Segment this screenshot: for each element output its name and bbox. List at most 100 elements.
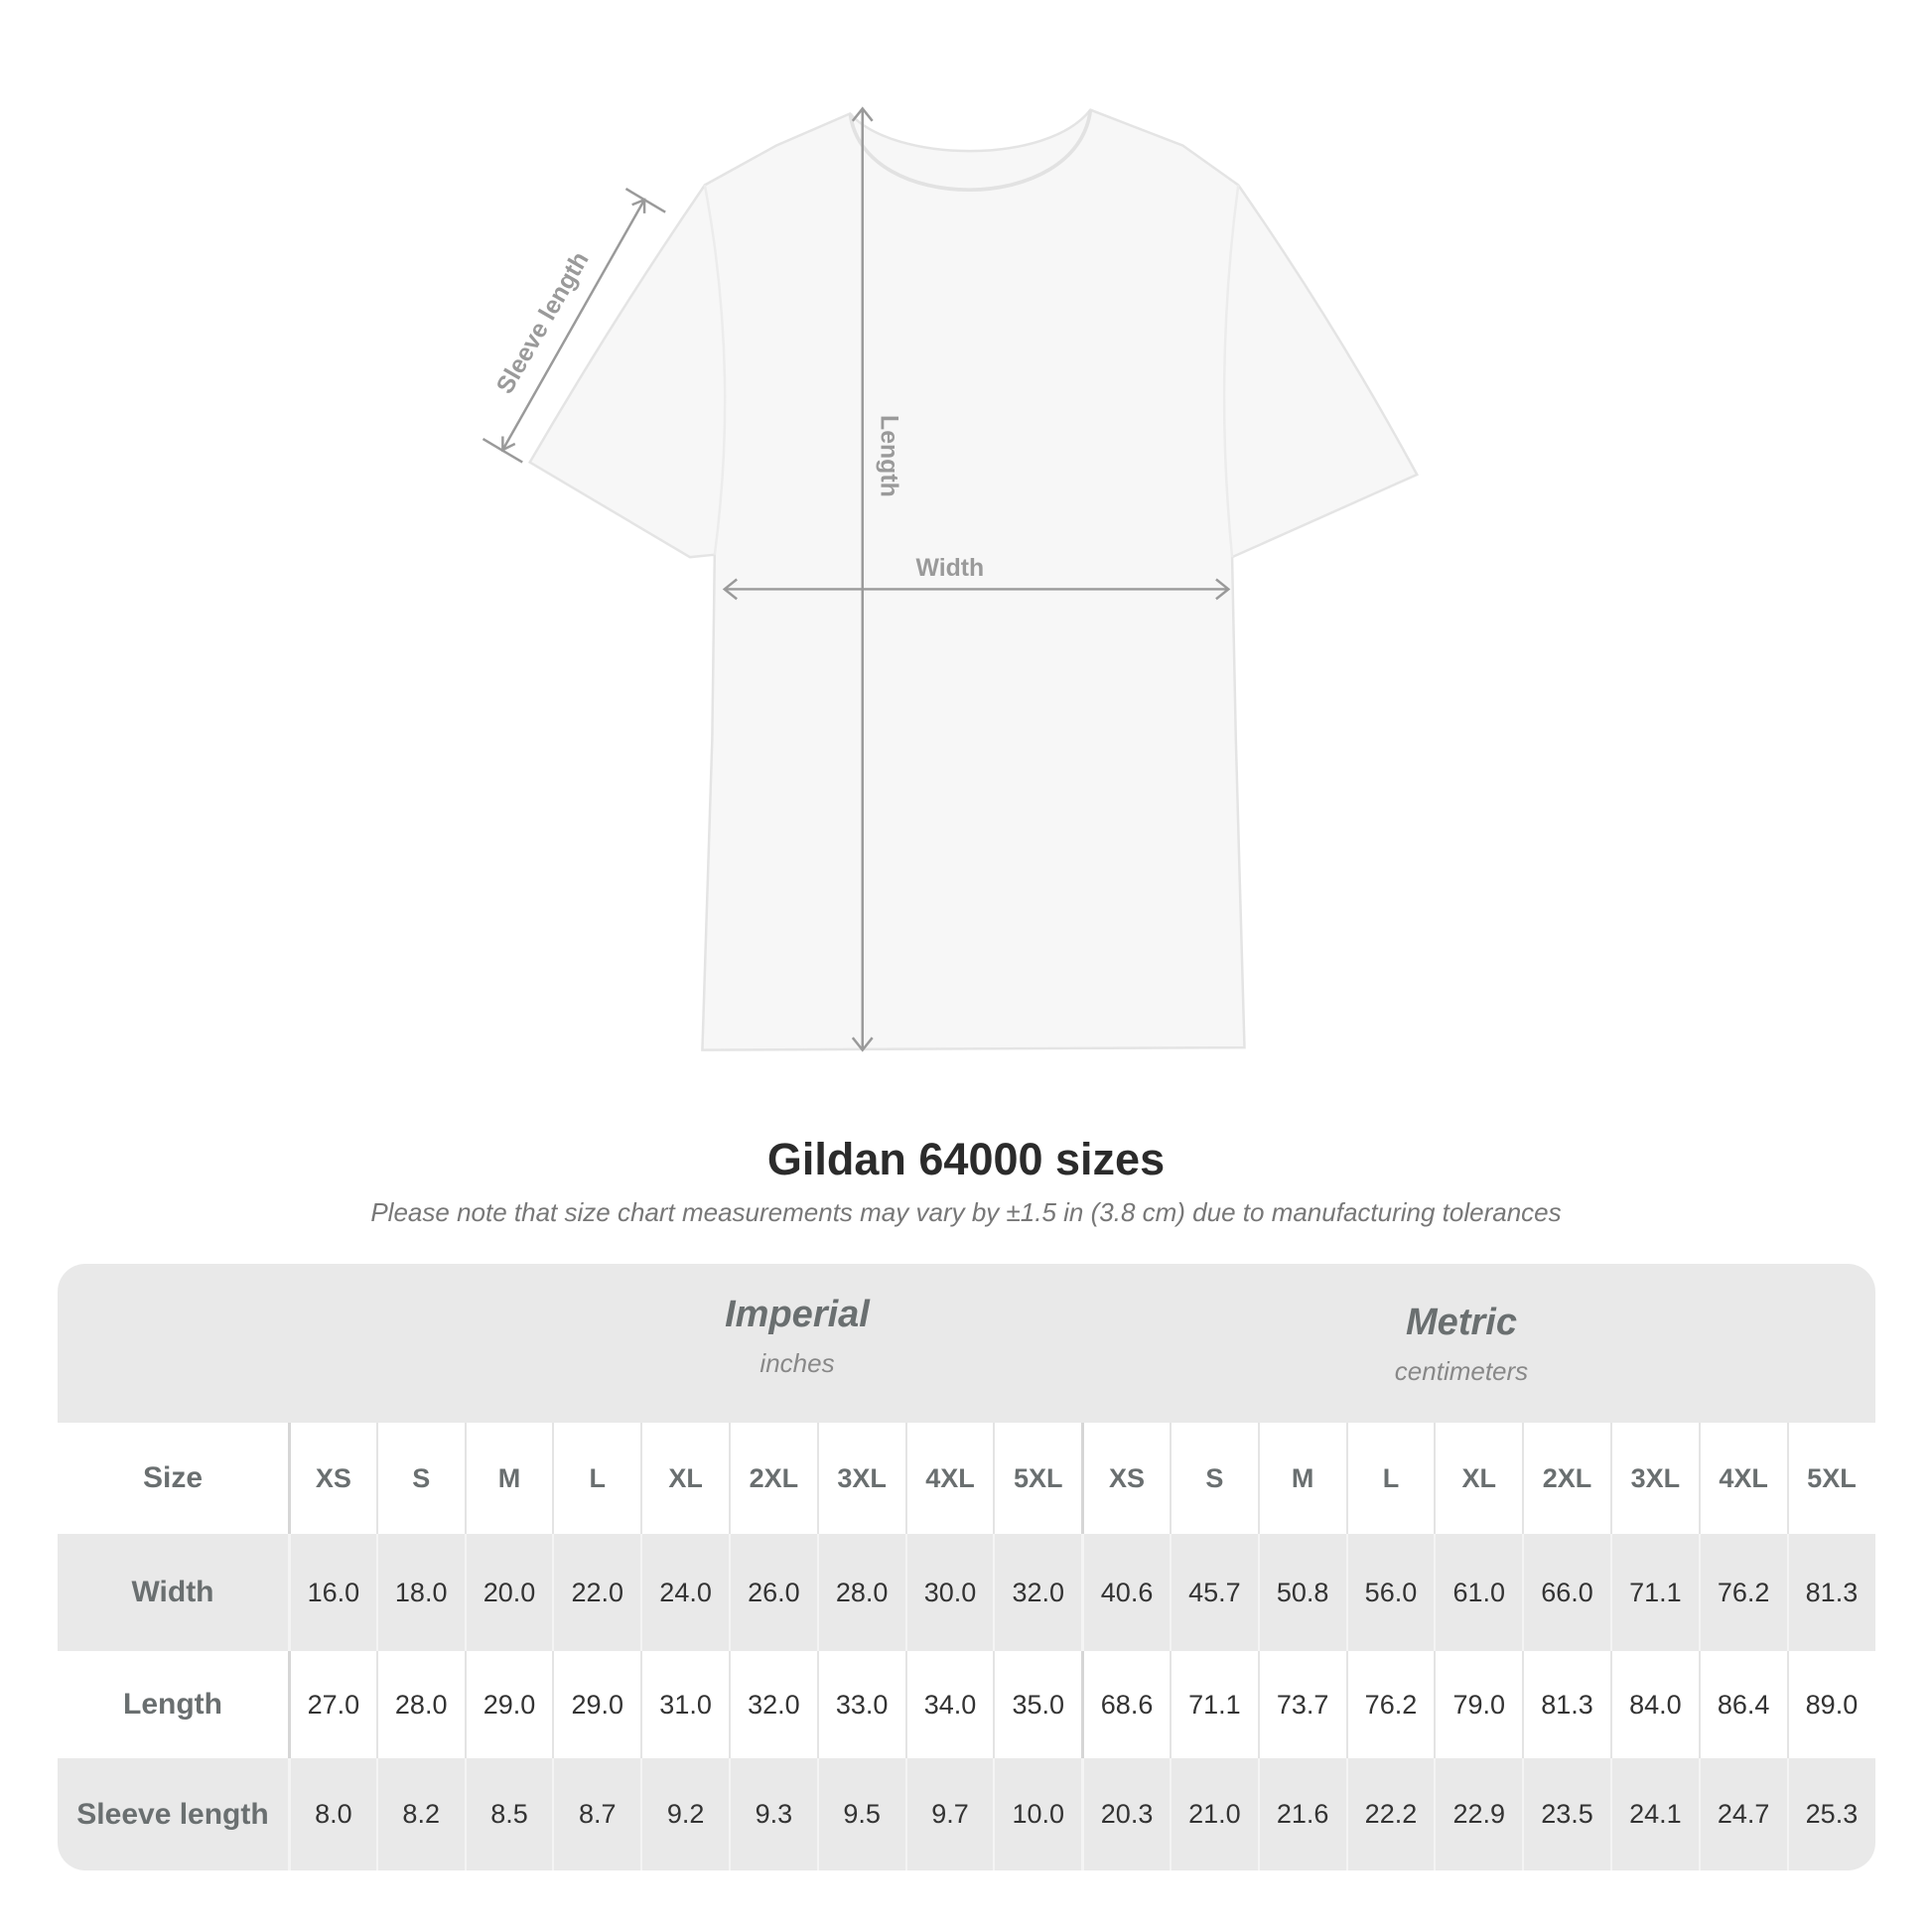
sleeve-length-arrow (482, 188, 666, 464)
row-label: Sleeve length (76, 1797, 269, 1831)
size-table: Imperial inches Metric centimeters Size X… (58, 1264, 1875, 1870)
imperial-size-header: 3XL (816, 1423, 905, 1534)
metric-size-header: 3XL (1609, 1423, 1699, 1534)
imperial-value-cell: 8.0 (288, 1758, 376, 1870)
metric-size-header: S (1169, 1423, 1258, 1534)
imperial-value-cell: 22.0 (552, 1534, 640, 1651)
imperial-value-cell: 32.0 (993, 1534, 1081, 1651)
row-label: Length (123, 1688, 222, 1721)
metric-size-header: 5XL (1786, 1423, 1875, 1534)
metric-header: Metric centimeters (1164, 1302, 1759, 1387)
metric-value-cell: 20.3 (1081, 1758, 1170, 1870)
metric-value-cell: 40.6 (1081, 1534, 1170, 1651)
width-arrow (722, 578, 1231, 601)
imperial-value-cell: 31.0 (640, 1651, 729, 1758)
table-row: Length 27.0 28.0 29.0 29.0 31.0 32.0 33.0 34.0 35… (58, 1651, 1875, 1758)
metric-value-cell: 89.0 (1786, 1651, 1875, 1758)
length-arrow (851, 106, 874, 1052)
metric-value-cell: 24.1 (1609, 1758, 1699, 1870)
metric-value-cell: 86.4 (1698, 1651, 1787, 1758)
imperial-title: Imperial (725, 1294, 870, 1335)
imperial-value-cell: 30.0 (904, 1534, 994, 1651)
imperial-value-cell: 8.7 (552, 1758, 640, 1870)
imperial-value-cell: 8.5 (464, 1758, 553, 1870)
size-label: Size (142, 1461, 204, 1494)
metric-value-cell: 76.2 (1345, 1651, 1435, 1758)
imperial-value-cell: 8.2 (375, 1758, 465, 1870)
metric-size-header: M (1257, 1423, 1346, 1534)
metric-value-cell: 81.3 (1786, 1534, 1875, 1651)
sleeve-seam-left (703, 185, 727, 555)
imperial-size-header: L (552, 1423, 640, 1534)
metric-value-cell: 61.0 (1434, 1534, 1522, 1651)
metric-title: Metric (1406, 1302, 1517, 1343)
imperial-size-header: M (464, 1423, 553, 1534)
imperial-value-cell: 27.0 (288, 1651, 376, 1758)
imperial-value-cell: 9.5 (816, 1758, 905, 1870)
metric-size-header: 4XL (1698, 1423, 1787, 1534)
tshirt-diagram: Sleeve length Length Width (482, 106, 1419, 1052)
metric-size-header: XL (1434, 1423, 1522, 1534)
imperial-value-cell: 35.0 (993, 1651, 1081, 1758)
tolerance-note: Please note that size chart measurements… (370, 1197, 1562, 1227)
imperial-size-header: 4XL (904, 1423, 994, 1534)
imperial-value-cell: 28.0 (375, 1651, 465, 1758)
metric-value-cell: 56.0 (1345, 1534, 1435, 1651)
metric-value-cell: 68.6 (1081, 1651, 1170, 1758)
imperial-size-header: 5XL (993, 1423, 1081, 1534)
imperial-size-header: XS (288, 1423, 376, 1534)
imperial-value-cell: 24.0 (640, 1534, 729, 1651)
imperial-unit: inches (759, 1348, 835, 1378)
metric-value-cell: 25.3 (1786, 1758, 1875, 1870)
metric-value-cell: 66.0 (1522, 1534, 1610, 1651)
metric-value-cell: 45.7 (1169, 1534, 1258, 1651)
imperial-value-cell: 20.0 (464, 1534, 553, 1651)
imperial-value-cell: 18.0 (375, 1534, 465, 1651)
imperial-value-cell: 26.0 (728, 1534, 817, 1651)
imperial-value-cell: 9.7 (904, 1758, 994, 1870)
metric-value-cell: 21.6 (1257, 1758, 1346, 1870)
metric-value-cell: 50.8 (1257, 1534, 1346, 1651)
imperial-value-cell: 9.2 (640, 1758, 729, 1870)
metric-value-cell: 84.0 (1609, 1651, 1699, 1758)
metric-size-header: L (1345, 1423, 1435, 1534)
sleeve-length-label: Sleeve length (491, 247, 594, 398)
metric-size-header: 2XL (1522, 1423, 1610, 1534)
chart-title: Gildan 64000 sizes (766, 1134, 1166, 1184)
metric-size-header: XS (1081, 1423, 1170, 1534)
length-label: Length (875, 415, 901, 497)
collar (848, 109, 1093, 192)
metric-value-cell: 81.3 (1522, 1651, 1610, 1758)
imperial-value-cell: 10.0 (993, 1758, 1081, 1870)
table-row: Width 16.0 18.0 20.0 22.0 24.0 26.0 28.0 30.0 32.… (58, 1534, 1875, 1651)
imperial-value-cell: 32.0 (728, 1651, 817, 1758)
metric-value-cell: 76.2 (1698, 1534, 1787, 1651)
metric-unit: centimeters (1394, 1356, 1529, 1386)
imperial-header: Imperial inches (499, 1294, 1095, 1379)
imperial-value-cell: 29.0 (552, 1651, 640, 1758)
row-label: Width (131, 1576, 214, 1608)
imperial-size-header: XL (640, 1423, 729, 1534)
unit-header: Imperial inches Metric centimeters (58, 1264, 1875, 1423)
metric-value-cell: 79.0 (1434, 1651, 1522, 1758)
metric-value-cell: 73.7 (1257, 1651, 1346, 1758)
metric-value-cell: 23.5 (1522, 1758, 1610, 1870)
metric-value-cell: 71.1 (1609, 1534, 1699, 1651)
metric-value-cell: 71.1 (1169, 1651, 1258, 1758)
metric-value-cell: 24.7 (1698, 1758, 1787, 1870)
imperial-value-cell: 28.0 (816, 1534, 905, 1651)
imperial-value-cell: 29.0 (464, 1651, 553, 1758)
metric-value-cell: 22.9 (1434, 1758, 1522, 1870)
imperial-value-cell: 34.0 (904, 1651, 994, 1758)
imperial-value-cell: 33.0 (816, 1651, 905, 1758)
tshirt-shape (527, 108, 1419, 1051)
table-row: Sleeve length 8.0 8.2 8.5 8.7 9.2 9.3 9.5 9.7 10.… (58, 1758, 1875, 1870)
sleeve-seam-right (1222, 185, 1240, 558)
width-label: Width (916, 555, 985, 582)
metric-value-cell: 21.0 (1169, 1758, 1258, 1870)
imperial-size-header: S (375, 1423, 465, 1534)
imperial-value-cell: 9.3 (728, 1758, 817, 1870)
imperial-size-header: 2XL (728, 1423, 817, 1534)
size-header-row: Size XS S M L XL 2XL 3XL 4XL 5XL XS S M L XL 2XL 3XL 4XL 5… (58, 1423, 1875, 1534)
imperial-value-cell: 16.0 (288, 1534, 376, 1651)
